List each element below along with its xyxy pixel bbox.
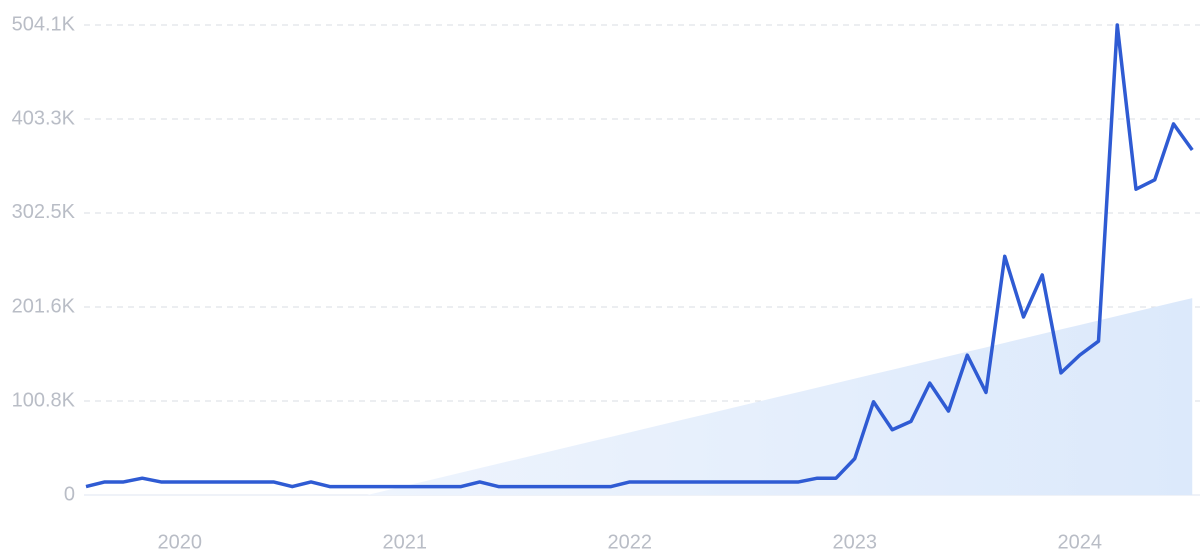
x-tick-label: 2023: [833, 531, 878, 553]
y-tick-label: 302.5K: [12, 201, 76, 223]
x-tick-label: 2024: [1058, 531, 1103, 553]
x-tick-label: 2020: [158, 531, 203, 553]
x-tick-label: 2022: [608, 531, 653, 553]
y-tick-label: 403.3K: [12, 107, 76, 129]
y-tick-label: 100.8K: [12, 389, 76, 411]
y-tick-label: 0: [64, 483, 75, 505]
trend-area: [367, 298, 1193, 495]
y-tick-label: 504.1K: [12, 13, 76, 35]
x-tick-label: 2021: [383, 531, 428, 553]
data-line: [85, 23, 1194, 489]
y-tick-label: 201.6K: [12, 295, 76, 317]
